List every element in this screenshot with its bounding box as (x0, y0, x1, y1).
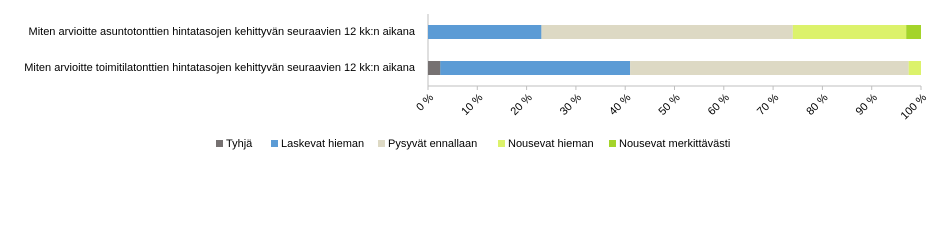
x-tick-label: 50 % (656, 92, 682, 118)
bar-segment (428, 25, 542, 39)
category-label: Miten arvioitte toimitilatonttien hintat… (24, 62, 416, 74)
x-tick-label: 60 % (706, 92, 732, 118)
bar-segment (792, 25, 907, 39)
x-tick-label: 10 % (459, 92, 485, 118)
x-tick-label: 80 % (804, 92, 830, 118)
legend-label: Laskevat hieman (281, 138, 364, 150)
chart: 0 % 10 % 20 % 30 % 40 % 50 % 60 % 70 % 80 % 90 % 1… (24, 14, 930, 150)
legend-label: Pysyvät ennallaan (388, 138, 477, 150)
bar-segment (908, 61, 921, 75)
category-label: Miten arvioitte asuntotonttien hintataso… (29, 26, 416, 38)
bar-segment (440, 61, 631, 75)
bar-segment (541, 25, 793, 39)
legend-swatch (609, 140, 616, 147)
x-tick-label: 20 % (509, 92, 535, 118)
bar-segment (630, 61, 909, 75)
x-tick-label: 100 % (899, 92, 930, 123)
legend-swatch (271, 140, 278, 147)
bar-segment (428, 61, 441, 75)
legend-label: Nousevat hieman (508, 138, 594, 150)
legend-label: Tyhjä (226, 138, 253, 150)
legend-label: Nousevat merkittävästi (619, 138, 730, 150)
x-tick-label: 30 % (558, 92, 584, 118)
legend-swatch (378, 140, 385, 147)
bar-segment (906, 25, 921, 39)
legend-swatch (216, 140, 223, 147)
x-tick-label: 40 % (607, 92, 633, 118)
legend-swatch (498, 140, 505, 147)
x-tick-label: 90 % (854, 92, 880, 118)
x-tick-label: 70 % (755, 92, 781, 118)
x-tick-label: 0 % (414, 92, 436, 114)
